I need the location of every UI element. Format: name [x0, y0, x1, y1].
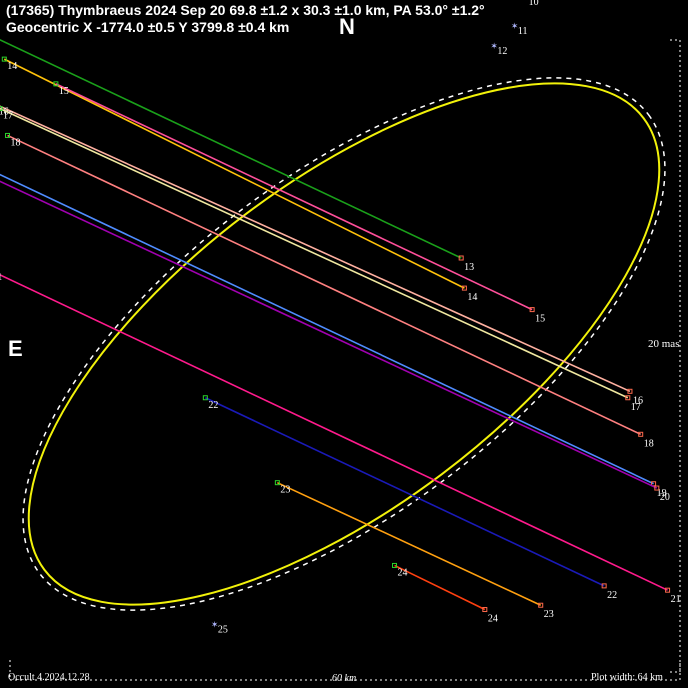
- miss-marker-icon: ✶: [511, 21, 519, 31]
- plot-width-label: Plot width: 64 km: [591, 672, 663, 683]
- chord-start-label: 15: [59, 86, 69, 97]
- chord-end-marker: [482, 607, 488, 613]
- chord-start-label: 14: [7, 61, 17, 72]
- scale-bar-label: 20 mas: [648, 338, 680, 350]
- chord-start-marker: [0, 106, 3, 112]
- chord-end-label: 22: [607, 590, 617, 601]
- chord-end-label: 21: [671, 594, 681, 605]
- chord-start-marker: [392, 562, 398, 568]
- chord-23: [277, 481, 542, 606]
- chord-end-label: 20: [660, 492, 670, 503]
- chord-start-label: 17: [3, 111, 13, 122]
- chord-start-label: 22: [208, 400, 218, 411]
- plot-frame: [9, 39, 681, 681]
- chord-end-label: 19: [657, 488, 667, 499]
- north-label: N: [339, 14, 355, 39]
- chord-end-marker: [627, 388, 633, 394]
- miss-marker-icon: ✶: [211, 620, 219, 630]
- miss-label: 25: [218, 625, 228, 636]
- miss-marker-icon: ✶: [490, 41, 498, 51]
- chord-start-marker: [5, 132, 11, 138]
- chord-start-marker: [1, 56, 7, 62]
- chord-start-label: 23: [280, 485, 290, 496]
- chord-21: [0, 274, 668, 591]
- geocentric-coordinates: Geocentric X -1774.0 ±0.5 Y 3799.8 ±0.4 …: [6, 19, 290, 35]
- chord-end-label: 17: [631, 402, 641, 413]
- chord-end-marker: [529, 307, 535, 313]
- chord-end-marker: [538, 602, 544, 608]
- chord-14: [3, 58, 465, 289]
- chord-start-marker: [202, 395, 208, 401]
- chord-13: [0, 38, 462, 259]
- chord-end-marker: [458, 255, 464, 261]
- chord-start-marker: [274, 480, 280, 486]
- scale-bracket-bottom: [9, 660, 681, 681]
- east-label: E: [8, 336, 23, 361]
- chord-start-marker: [53, 81, 59, 87]
- chord-24: [394, 564, 486, 611]
- chord-end-label: 23: [544, 609, 554, 620]
- chord-end-marker: [601, 583, 607, 589]
- chord-19: [0, 173, 654, 485]
- chord-end-marker: [665, 587, 671, 593]
- software-version: Occult 4.2024.12.28: [8, 672, 90, 683]
- chord-end-label: 24: [488, 614, 498, 625]
- chord-end-label: 18: [644, 438, 654, 449]
- chord-end-marker: [638, 431, 644, 437]
- chord-end-label: 15: [535, 314, 545, 325]
- chord-start-label: 18: [11, 137, 21, 148]
- chord-start-label: 16: [0, 106, 9, 117]
- chord-end-marker: [654, 485, 660, 491]
- miss-label: 11: [518, 26, 528, 37]
- chord-end-label: 13: [464, 262, 474, 273]
- chord-16: [0, 105, 631, 393]
- chord-end-marker: [625, 395, 631, 401]
- chord-start-label: 24: [398, 567, 408, 578]
- miss-label: 12: [497, 46, 507, 57]
- chord-start-label: 21: [0, 272, 2, 283]
- chord-15: [55, 83, 533, 311]
- plot-title: (17365) Thymbraeus 2024 Sep 20 69.8 ±1.2…: [6, 2, 485, 18]
- miss-label: 10: [529, 0, 539, 8]
- scale-label: 60 km: [332, 673, 357, 684]
- chord-18: [7, 134, 642, 436]
- scale-bracket-right: [670, 39, 681, 673]
- chord-22: [204, 397, 605, 587]
- miss-marker-icon: ✶: [522, 0, 530, 2]
- chord-17: [0, 107, 629, 399]
- chord-end-label: 16: [633, 395, 643, 406]
- chord-end-marker: [461, 285, 467, 291]
- chord-20: [0, 180, 658, 489]
- chord-end-label: 14: [467, 292, 477, 303]
